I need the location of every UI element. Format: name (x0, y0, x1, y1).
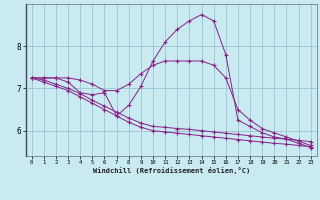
X-axis label: Windchill (Refroidissement éolien,°C): Windchill (Refroidissement éolien,°C) (92, 167, 250, 174)
